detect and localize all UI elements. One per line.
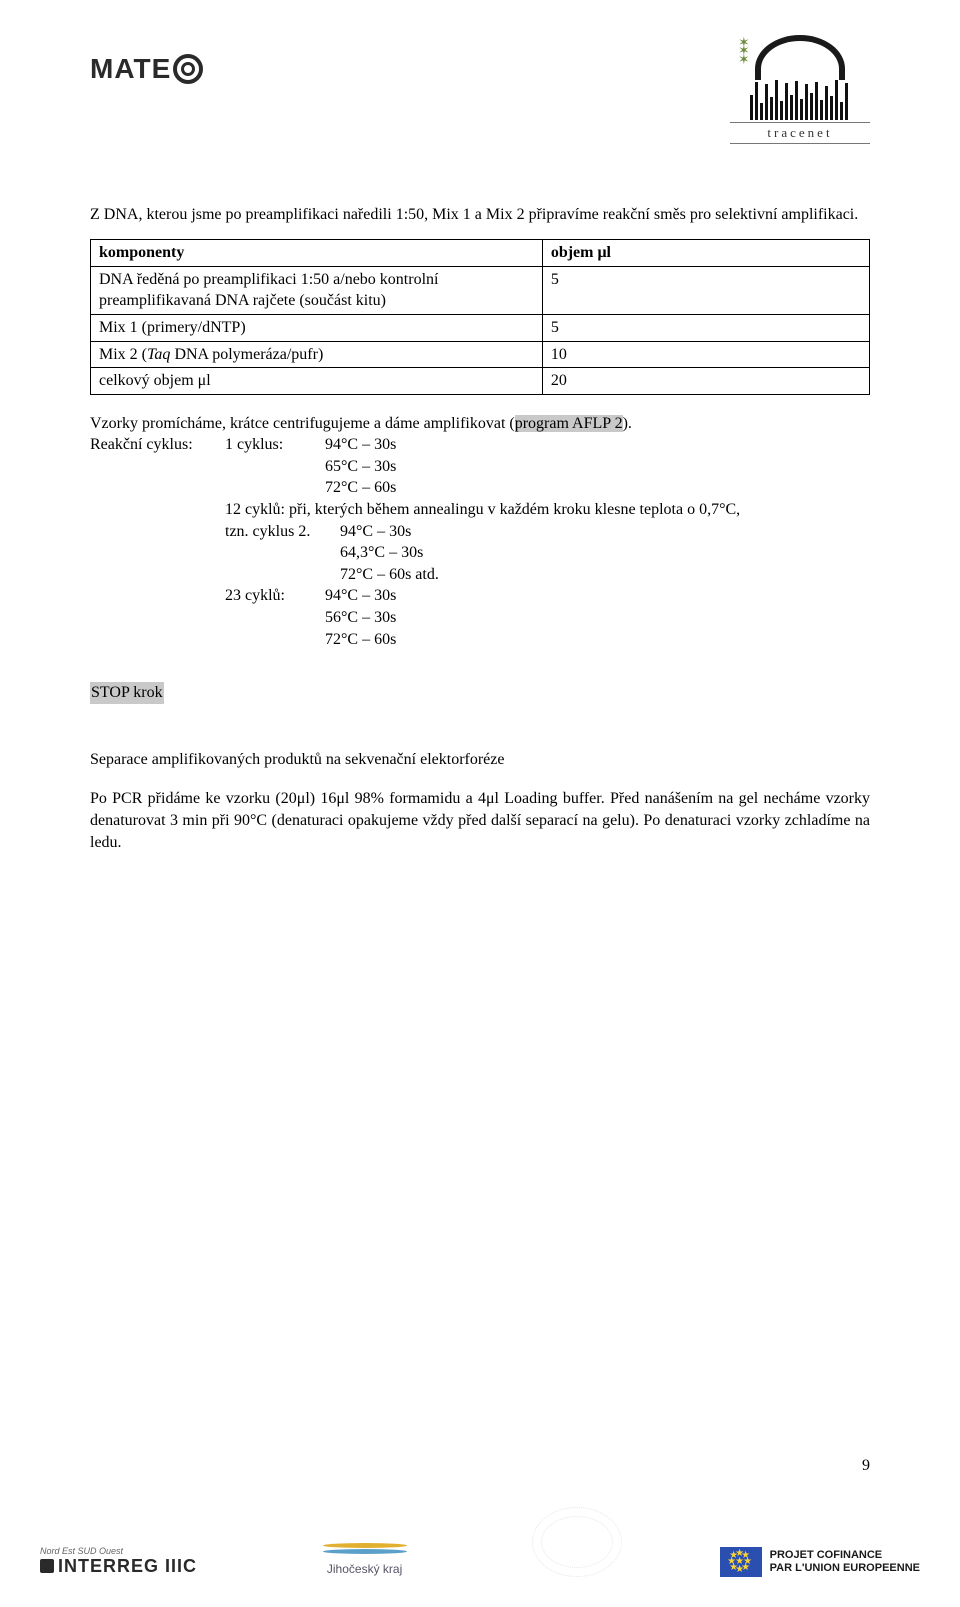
stop-highlight: STOP krok bbox=[90, 682, 164, 704]
th-komponenty: komponenty bbox=[91, 240, 543, 267]
separation-paragraph: Po PCR přidáme ke vzorku (20μl) 16μl 98%… bbox=[90, 788, 870, 853]
cell-vol: 20 bbox=[542, 368, 869, 395]
cell-comp: Mix 2 (Taq DNA polymeráza/pufr) bbox=[91, 341, 543, 368]
stop-step: STOP krok bbox=[90, 664, 870, 749]
cycle-row: 23 cyklů: 94°C – 30s bbox=[90, 585, 870, 607]
cell-vol: 10 bbox=[542, 341, 869, 368]
cell-vol: 5 bbox=[542, 266, 869, 314]
cycle-label: Reakční cyklus: bbox=[90, 434, 225, 456]
cycle-row: 72°C – 60s bbox=[90, 477, 870, 499]
table-header-row: komponenty objem μl bbox=[91, 240, 870, 267]
th-objem: objem μl bbox=[542, 240, 869, 267]
table-row: Mix 2 (Taq DNA polymeráza/pufr) 10 bbox=[91, 341, 870, 368]
intro-paragraph: Z DNA, kterou jsme po preamplifikaci nař… bbox=[90, 204, 870, 226]
cycle-row: 65°C – 30s bbox=[90, 456, 870, 478]
table-row: celkový objem μl 20 bbox=[91, 368, 870, 395]
mix-text: Vzorky promícháme, krátce centrifugujeme… bbox=[90, 413, 870, 435]
cycle23-l1: 94°C – 30s bbox=[325, 585, 396, 607]
cycle1-label: 1 cyklus: bbox=[225, 434, 325, 456]
cycle2-l3: 72°C – 60s atd. bbox=[340, 564, 439, 586]
components-table: komponenty objem μl DNA ředěná po preamp… bbox=[90, 239, 870, 395]
cell-vol: 5 bbox=[542, 314, 869, 341]
cycle1-l2: 65°C – 30s bbox=[325, 456, 396, 478]
note-12: 12 cyklů: při, kterých během annealingu … bbox=[225, 499, 740, 521]
mateo-o-icon bbox=[173, 54, 203, 84]
cycle1-l3: 72°C – 60s bbox=[325, 477, 396, 499]
interreg-main: INTERREG IIIC bbox=[58, 1556, 197, 1576]
cell-comp: DNA ředěná po preamplifikaci 1:50 a/nebo… bbox=[91, 266, 543, 314]
cell-text: Mix 2 ( bbox=[99, 346, 147, 363]
page-number: 9 bbox=[862, 1455, 870, 1477]
cycle2-l2: 64,3°C – 30s bbox=[340, 542, 423, 564]
interreg-logo: Nord Est SUD Ouest INTERREG IIIC bbox=[40, 1547, 197, 1577]
eu-line1: PROJET COFINANCE bbox=[770, 1549, 920, 1562]
tracenet-graphic: ✶✶✶ bbox=[730, 50, 870, 120]
cycle-row: 72°C – 60s atd. bbox=[90, 564, 870, 586]
cycle-row: 56°C – 30s bbox=[90, 607, 870, 629]
cell-comp: Mix 1 (primery/dNTP) bbox=[91, 314, 543, 341]
jihocesky-label: Jihočeský kraj bbox=[295, 1561, 435, 1577]
jihocesky-logo: Jihočeský kraj bbox=[295, 1541, 435, 1577]
cell-comp: celkový objem μl bbox=[91, 368, 543, 395]
page-header: MATE ✶✶✶ tracenet bbox=[90, 50, 870, 144]
cycle23-l3: 72°C – 60s bbox=[325, 629, 396, 651]
tzn-label: tzn. cyklus 2. bbox=[225, 521, 340, 543]
cycle-row: 64,3°C – 30s bbox=[90, 542, 870, 564]
separation-title: Separace amplifikovaných produktů na sek… bbox=[90, 749, 870, 771]
table-row: DNA ředěná po preamplifikaci 1:50 a/nebo… bbox=[91, 266, 870, 314]
eu-flag-icon bbox=[720, 1547, 762, 1577]
cycle2-l1: 94°C – 30s bbox=[340, 521, 411, 543]
cycle-row: 72°C – 60s bbox=[90, 629, 870, 651]
cell-italic: Taq bbox=[147, 346, 170, 363]
table-row: Mix 1 (primery/dNTP) 5 bbox=[91, 314, 870, 341]
cycle-row: 12 cyklů: při, kterých během annealingu … bbox=[90, 499, 870, 521]
mateo-text: MATE bbox=[90, 50, 171, 88]
wheat-icon: ✶✶✶ bbox=[738, 40, 750, 65]
cycle23-l2: 56°C – 30s bbox=[325, 607, 396, 629]
wave-icon bbox=[295, 1541, 435, 1559]
interreg-icon bbox=[40, 1559, 54, 1573]
mix-pre: Vzorky promícháme, krátce centrifugujeme… bbox=[90, 415, 515, 432]
horns-icon bbox=[755, 35, 845, 80]
eu-cofinance: PROJET COFINANCE PAR L'UNION EUROPEENNE bbox=[720, 1547, 920, 1577]
cycle-row: tzn. cyklus 2. 94°C – 30s bbox=[90, 521, 870, 543]
ministry-stamp-icon bbox=[532, 1507, 622, 1577]
program-highlight: program AFLP 2 bbox=[515, 415, 623, 432]
cycle23-label: 23 cyklů: bbox=[225, 585, 325, 607]
tracenet-logo: ✶✶✶ tracenet bbox=[730, 50, 870, 144]
barcode-icon bbox=[750, 78, 850, 120]
reaction-cycle: Reakční cyklus: 1 cyklus: 94°C – 30s 65°… bbox=[90, 434, 870, 650]
page-footer: Nord Est SUD Ouest INTERREG IIIC Jihočes… bbox=[40, 1507, 920, 1577]
mix-post: ). bbox=[623, 415, 632, 432]
cycle-row: Reakční cyklus: 1 cyklus: 94°C – 30s bbox=[90, 434, 870, 456]
mateo-logo: MATE bbox=[90, 50, 203, 88]
eu-text: PROJET COFINANCE PAR L'UNION EUROPEENNE bbox=[770, 1549, 920, 1574]
eu-line2: PAR L'UNION EUROPEENNE bbox=[770, 1562, 920, 1575]
cycle1-l1: 94°C – 30s bbox=[325, 434, 396, 456]
cell-text: DNA polymeráza/pufr) bbox=[170, 346, 323, 363]
tracenet-label: tracenet bbox=[730, 122, 870, 144]
